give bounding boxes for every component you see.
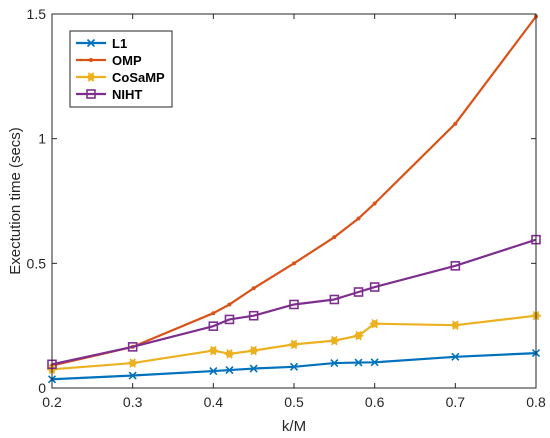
legend-label-l1: L1 <box>112 36 127 51</box>
x-axis-label: k/M <box>282 418 306 435</box>
data-point-niht <box>248 310 259 321</box>
data-point-omp <box>227 302 232 307</box>
data-point-niht <box>353 287 364 297</box>
x-tick-label: 0.7 <box>446 394 466 410</box>
legend-label-omp: OMP <box>112 53 142 68</box>
data-point-niht <box>289 299 299 310</box>
data-point-cosamp <box>224 349 235 359</box>
x-tick-label: 0.6 <box>365 394 385 410</box>
data-point-niht <box>329 294 340 305</box>
y-tick-label: 0.5 <box>27 255 47 271</box>
data-point-l1 <box>225 365 234 375</box>
x-tick-label: 0.2 <box>42 394 62 410</box>
legend-entry-cosamp: CoSaMP <box>76 70 165 85</box>
legend-label-niht: NIHT <box>112 87 142 102</box>
series-cosamp <box>47 310 541 375</box>
data-point-cosamp <box>289 339 299 350</box>
y-axis-label: Exectution time (secs) <box>7 127 24 275</box>
legend-marker-omp <box>89 58 93 62</box>
legend-marker-cosamp <box>86 72 96 82</box>
series-niht <box>47 234 541 370</box>
data-point-niht <box>369 282 380 292</box>
series-layer <box>47 14 541 384</box>
data-point-l1 <box>451 352 460 361</box>
data-point-omp <box>372 201 377 206</box>
series-line-niht <box>51 238 537 366</box>
data-point-omp <box>211 311 216 316</box>
series-l1 <box>47 349 541 384</box>
data-point-cosamp <box>450 320 461 330</box>
legend-entry-niht: NIHT <box>76 87 142 102</box>
data-point-niht <box>127 342 138 352</box>
y-tick-label: 1 <box>38 131 46 147</box>
data-point-cosamp <box>248 345 259 356</box>
data-point-l1 <box>370 358 379 367</box>
legend: L1 OMP CoSaMP NIHT <box>69 30 173 108</box>
y-tick-label: 1.5 <box>27 6 47 22</box>
data-point-l1 <box>289 362 299 371</box>
ticks-layer: 0.2 0.3 0.4 0.5 0.6 0.7 0.8 0 0.5 1 1.5 <box>27 6 546 410</box>
data-point-l1 <box>128 371 137 380</box>
data-point-niht <box>224 314 235 325</box>
data-point-l1 <box>354 358 363 367</box>
legend-entry-omp: OMP <box>76 53 142 68</box>
data-point-omp <box>356 216 361 221</box>
data-point-cosamp <box>329 335 340 346</box>
legend-marker-l1 <box>86 38 96 48</box>
x-tick-label: 0.4 <box>204 394 224 410</box>
data-point-cosamp <box>353 330 364 341</box>
x-tick-label: 0.3 <box>123 394 143 410</box>
data-point-cosamp <box>369 318 380 329</box>
data-point-cosamp <box>127 358 138 368</box>
legend-marker-niht <box>86 89 96 99</box>
data-point-omp <box>453 121 458 126</box>
data-point-niht <box>208 321 219 331</box>
data-point-cosamp <box>208 345 219 356</box>
data-point-l1 <box>249 364 258 373</box>
data-point-l1 <box>209 366 218 376</box>
data-point-l1 <box>330 359 339 368</box>
data-point-omp <box>251 286 256 291</box>
x-tick-label: 0.5 <box>284 394 304 410</box>
data-point-omp <box>292 261 296 266</box>
data-point-niht <box>450 261 461 271</box>
legend-label-cosamp: CoSaMP <box>112 70 165 85</box>
y-tick-label: 0 <box>38 380 46 396</box>
data-point-omp <box>332 235 337 240</box>
x-tick-label: 0.8 <box>526 394 546 410</box>
legend-entry-l1: L1 <box>76 36 127 51</box>
